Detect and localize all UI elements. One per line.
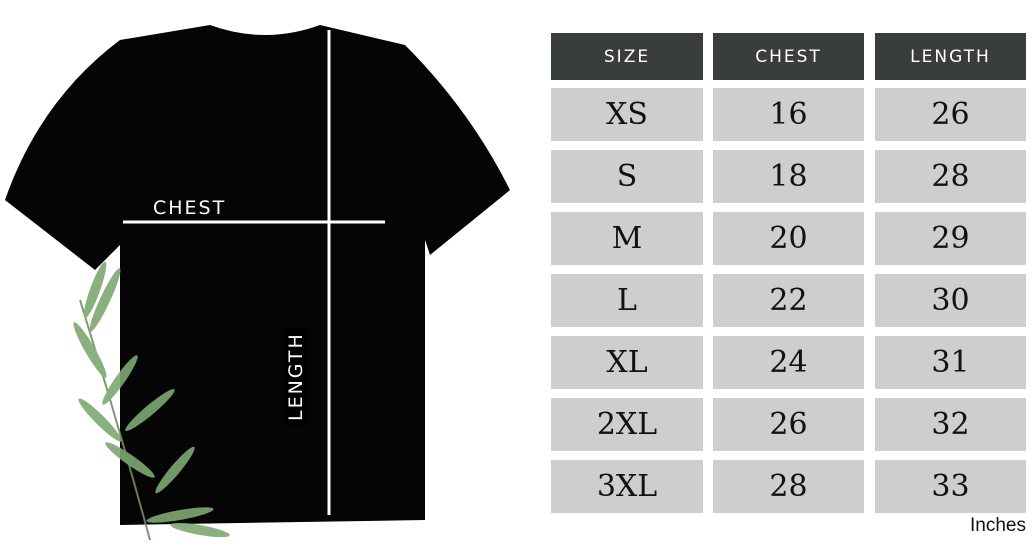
table-cell: 26 — [713, 398, 864, 451]
table-cell: L — [551, 274, 703, 327]
table-cell: 28 — [875, 150, 1026, 203]
tshirt-body — [5, 25, 510, 525]
header-chest: CHEST — [713, 33, 864, 80]
table-cell: M — [551, 212, 703, 265]
table-cell: 22 — [713, 274, 864, 327]
table-cell: 3XL — [551, 460, 703, 513]
chest-label: CHEST — [153, 197, 227, 219]
table-cell: 28 — [713, 460, 864, 513]
table-cell: S — [551, 150, 703, 203]
header-size: SIZE — [551, 33, 703, 80]
tshirt-illustration — [5, 25, 510, 541]
table-cell: 31 — [875, 336, 1026, 389]
length-label: LENGTH — [285, 328, 307, 425]
table-cell: 26 — [875, 88, 1026, 141]
table-cell: 29 — [875, 212, 1026, 265]
unit-label: Inches — [970, 515, 1026, 536]
table-cell: 16 — [713, 88, 864, 141]
table-cell: 32 — [875, 398, 1026, 451]
table-cell: 20 — [713, 212, 864, 265]
table-cell: 24 — [713, 336, 864, 389]
header-length: LENGTH — [875, 33, 1026, 80]
leaf-decoration — [73, 261, 230, 541]
table-cell: 33 — [875, 460, 1026, 513]
table-cell: 2XL — [551, 398, 703, 451]
table-cell: 30 — [875, 274, 1026, 327]
table-cell: XL — [551, 336, 703, 389]
table-cell: 18 — [713, 150, 864, 203]
table-cell: XS — [551, 88, 703, 141]
